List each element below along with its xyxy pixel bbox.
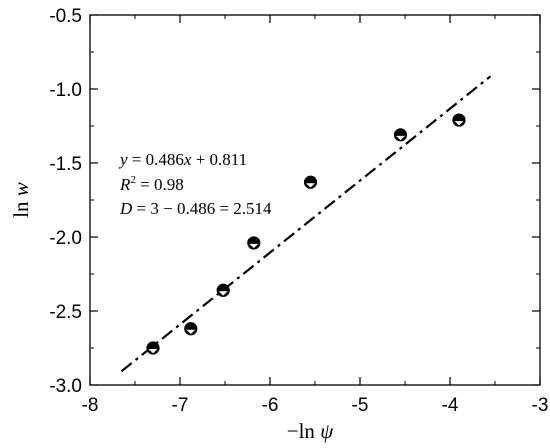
- data-point: [216, 283, 230, 297]
- data-point: [452, 113, 466, 127]
- y-tick-label: -0.5: [49, 6, 82, 27]
- x-tick-label: -3: [532, 395, 549, 416]
- data-point-marker: [393, 128, 408, 142]
- y-tick-label: -2.0: [49, 228, 82, 249]
- fit-line: [120, 75, 492, 373]
- y-axis-label: ln w: [9, 182, 33, 218]
- data-point-highlight: [249, 243, 259, 249]
- data-point-highlight: [148, 349, 158, 354]
- y-tick-label: -1.5: [49, 154, 82, 175]
- fractal-dimension: D = 3 − 0.486 = 2.514: [119, 199, 272, 218]
- x-tick-label: -6: [262, 395, 279, 416]
- x-tick-label: -5: [352, 395, 369, 416]
- data-point-highlight: [218, 291, 228, 296]
- x-tick-label: -4: [442, 395, 459, 416]
- data-point-marker: [146, 341, 160, 355]
- x-axis-label: −ln ψ: [287, 419, 334, 443]
- x-tick-label: -7: [172, 395, 189, 416]
- data-point: [247, 236, 261, 250]
- data-point: [184, 322, 198, 336]
- data-point-marker: [247, 236, 261, 250]
- data-point: [303, 175, 318, 189]
- data-point: [393, 128, 408, 142]
- data-point-highlight: [454, 121, 464, 126]
- data-point-highlight: [186, 329, 196, 334]
- y-tick-label: -1.0: [49, 80, 82, 101]
- data-point: [146, 341, 160, 355]
- data-point-highlight: [306, 183, 315, 188]
- data-point-marker: [303, 175, 318, 189]
- axis-ticks: [89, 14, 541, 386]
- r-squared: R2 = 0.98: [119, 174, 184, 194]
- y-tick-label: -2.5: [49, 302, 82, 323]
- fit-equation: y = 0.486x + 0.811: [118, 150, 247, 169]
- y-tick-label: -3.0: [49, 376, 82, 397]
- data-point-marker: [452, 113, 466, 127]
- data-point-marker: [184, 322, 198, 336]
- data-point-highlight: [396, 135, 405, 141]
- data-point-marker: [216, 283, 230, 297]
- data-points: [146, 113, 466, 355]
- tick-labels: -8 -7 -6 -5 -4 -3 -3.0 -2.5 -2.0 -1.5 -1.0 -0.5: [49, 6, 548, 416]
- x-tick-label: -8: [82, 395, 99, 416]
